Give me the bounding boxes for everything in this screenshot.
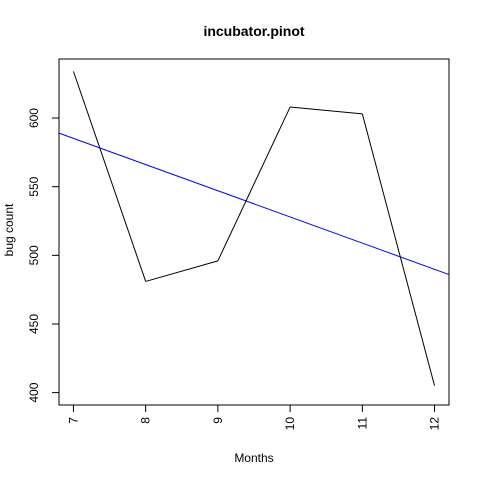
series-segment bbox=[145, 260, 219, 282]
series-segment bbox=[290, 106, 363, 115]
x-tick-label: 10 bbox=[283, 417, 297, 431]
y-tick-label: 550 bbox=[27, 176, 41, 196]
y-tick-label: 500 bbox=[27, 245, 41, 265]
y-tick-label: 600 bbox=[27, 108, 41, 128]
x-tick-label: 12 bbox=[428, 417, 442, 431]
y-tick-label: 450 bbox=[27, 314, 41, 334]
series-segment bbox=[361, 113, 436, 386]
y-axis-label: bug count bbox=[2, 203, 16, 256]
x-tick-label: 9 bbox=[211, 417, 225, 424]
x-tick-label: 11 bbox=[355, 417, 369, 430]
plot-frame bbox=[58, 58, 450, 406]
series-segment bbox=[217, 106, 291, 262]
x-tick-label: 8 bbox=[139, 417, 153, 424]
x-axis-label: Months bbox=[234, 451, 273, 465]
series-segment bbox=[72, 71, 147, 282]
trend-line bbox=[58, 132, 450, 276]
y-tick-label: 400 bbox=[27, 382, 41, 402]
chart-title: incubator.pinot bbox=[203, 23, 304, 39]
x-tick-label: 7 bbox=[66, 417, 80, 424]
